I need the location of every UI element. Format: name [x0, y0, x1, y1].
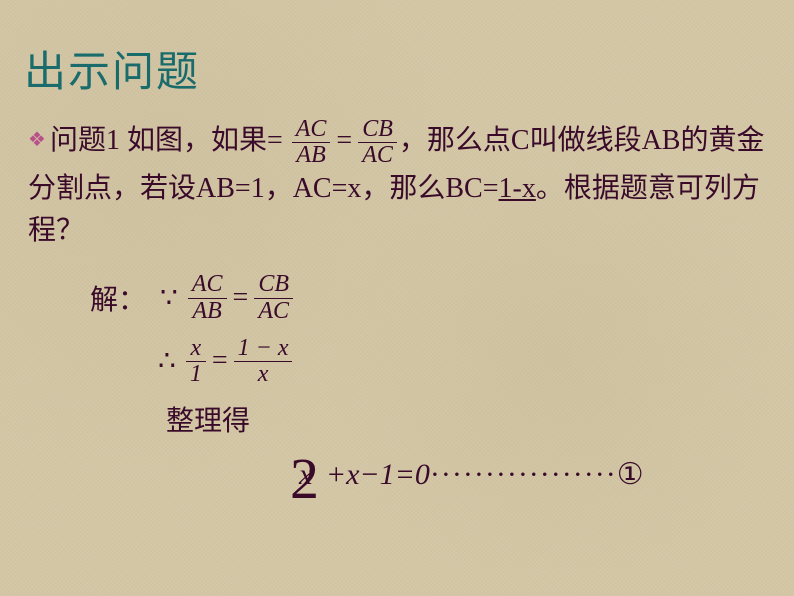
fraction-num: AC	[188, 272, 227, 297]
solution-label: 解：	[90, 278, 146, 318]
x-variable: x	[299, 458, 312, 492]
fraction-ac-ab: AC AB	[292, 117, 331, 168]
solution-line-1: 解： ∵ AC AB = CB AC	[90, 272, 794, 323]
final-equation: 2x +x−1=0·················①	[90, 445, 794, 512]
equation-rest: +x−1=0	[318, 458, 430, 491]
fraction-den: AB	[292, 142, 331, 168]
page-title: 出示问题	[0, 0, 794, 99]
equation-mark: ①	[617, 458, 644, 491]
fraction-num: x	[186, 336, 206, 361]
equals-sign: =	[233, 282, 249, 314]
fraction-num: CB	[254, 272, 293, 297]
bullet-icon: ❖	[28, 129, 46, 151]
therefore-symbol: ∴	[158, 344, 174, 378]
problem-text-1: 如图，如果=	[120, 125, 283, 156]
fraction-num: AC	[292, 117, 331, 142]
fraction-den: x	[234, 361, 293, 387]
equals-sign: =	[212, 345, 228, 377]
fraction-cb-ac-2: CB AC	[254, 272, 293, 323]
fraction-num: CB	[358, 117, 397, 142]
fraction-cb-ac: CB AC	[358, 117, 397, 168]
dots-trail: ·················	[430, 458, 617, 491]
equals-sign: =	[336, 125, 352, 156]
solution-block: 解： ∵ AC AB = CB AC ∴ x 1 = 1 − x x 整理得 2…	[0, 252, 794, 512]
bc-value: 1-x	[499, 173, 536, 204]
fraction-den: AC	[358, 142, 397, 168]
fraction-ac-ab-2: AC AB	[188, 272, 227, 323]
solution-line-2: ∴ x 1 = 1 − x x	[90, 336, 794, 387]
problem-statement: ❖问题1 如图，如果= AC AB = CB AC ，那么点C叫做线段AB的黄金…	[0, 99, 794, 252]
fraction-1mx-x: 1 − x x	[234, 336, 293, 387]
fraction-den: 1	[186, 361, 206, 387]
fraction-den: AC	[254, 298, 293, 324]
problem-label: 问题1	[50, 125, 120, 156]
because-symbol: ∵	[160, 281, 176, 315]
fraction-den: AB	[188, 298, 227, 324]
fraction-num: 1 − x	[234, 336, 293, 361]
arrange-label: 整理得	[90, 399, 794, 439]
fraction-x-1: x 1	[186, 336, 206, 387]
